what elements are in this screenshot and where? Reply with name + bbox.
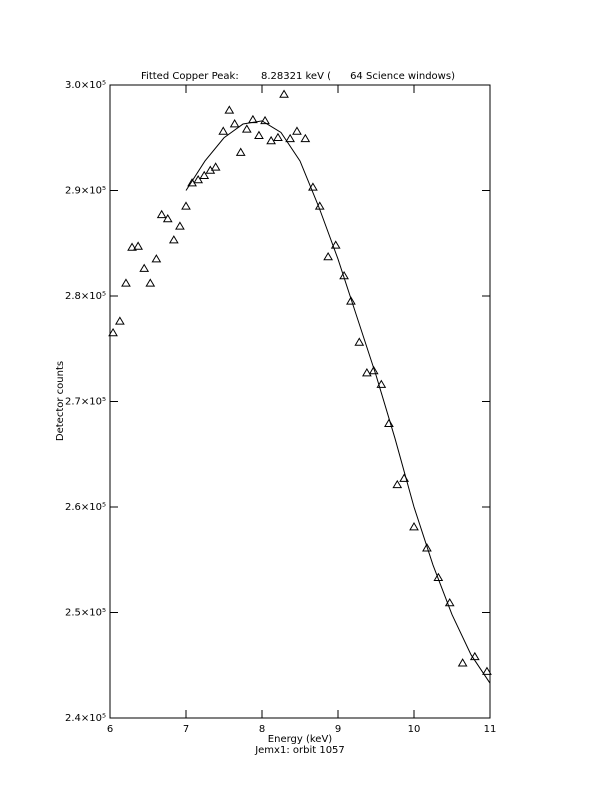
triangle-marker — [323, 251, 333, 261]
triangle-marker — [254, 130, 264, 139]
triangle-marker — [193, 174, 204, 184]
triangle-marker — [229, 119, 240, 128]
x-tick-label: 9 — [335, 724, 341, 735]
triangle-marker — [279, 89, 289, 98]
x-axis-label: Energy (keV) — [268, 734, 333, 745]
triangle-marker — [482, 666, 492, 675]
y-tick-label: 3.0×10⁵ — [65, 80, 106, 91]
triangle-marker — [273, 132, 283, 142]
triangle-marker — [210, 162, 221, 171]
triangle-marker — [285, 133, 295, 143]
chart-title: Fitted Copper Peak: 8.28321 keV ( 64 Sci… — [141, 71, 455, 82]
triangle-marker — [133, 241, 143, 250]
y-tick-label: 2.6×10⁵ — [65, 502, 106, 513]
triangle-marker — [218, 126, 229, 135]
y-tick-label: 2.7×10⁵ — [65, 397, 106, 408]
triangle-marker — [376, 379, 387, 388]
triangle-marker — [457, 658, 468, 667]
triangle-marker — [433, 572, 444, 581]
y-tick-label: 2.5×10⁵ — [65, 608, 106, 619]
triangle-marker — [199, 170, 210, 180]
triangle-marker — [175, 221, 185, 230]
triangle-marker — [168, 235, 179, 244]
triangle-marker — [300, 133, 311, 143]
triangle-marker — [151, 254, 162, 263]
triangle-marker — [127, 242, 137, 251]
triangle-marker — [108, 327, 118, 337]
triangle-marker — [260, 115, 270, 125]
triangle-marker — [354, 337, 365, 346]
triangle-marker — [422, 543, 432, 552]
x-tick-label: 8 — [259, 724, 265, 735]
triangle-marker — [362, 368, 372, 377]
fit-line — [185, 120, 491, 684]
triangle-marker — [145, 278, 156, 287]
triangle-marker — [392, 479, 403, 489]
y-axis-label: Detector counts — [55, 361, 66, 441]
triangle-marker — [224, 105, 235, 114]
triangle-marker — [384, 418, 394, 427]
triangle-marker — [139, 263, 150, 272]
triangle-marker — [121, 278, 131, 287]
triangle-marker — [330, 240, 341, 249]
subtitle: Jemx1: orbit 1057 — [254, 745, 345, 756]
y-tick-label: 2.4×10⁵ — [65, 713, 106, 724]
triangle-marker — [266, 135, 276, 145]
triangle-marker — [292, 126, 302, 135]
triangle-marker — [162, 213, 173, 223]
x-tick-label: 6 — [107, 724, 113, 735]
triangle-marker — [368, 365, 379, 375]
triangle-marker — [346, 296, 356, 305]
x-tick-label: 7 — [183, 724, 189, 735]
triangle-marker — [156, 209, 167, 219]
triangle-marker — [181, 201, 191, 210]
y-tick-label: 2.9×10⁵ — [65, 186, 106, 197]
triangle-marker — [115, 316, 125, 325]
x-tick-label: 10 — [408, 724, 421, 735]
triangle-marker — [241, 124, 252, 133]
y-tick-label: 2.8×10⁵ — [65, 291, 106, 302]
x-tick-label: 11 — [484, 724, 497, 735]
triangle-marker — [409, 522, 419, 531]
triangle-marker — [235, 147, 246, 156]
